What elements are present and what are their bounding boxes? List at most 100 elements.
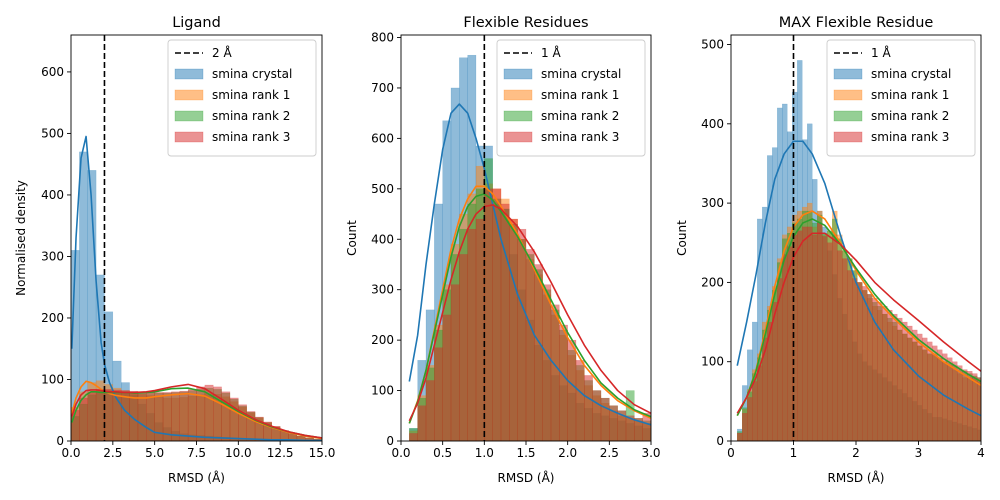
y-tick-label: 200	[41, 311, 64, 325]
legend-item: smina rank 2	[503, 109, 619, 123]
kde-line-3	[736, 218, 981, 416]
y-tick-label: 0	[56, 434, 64, 448]
x-axis-label: RMSD (Å)	[168, 470, 225, 485]
chart-title: Flexible Residues	[463, 15, 588, 31]
kde-line-2	[736, 210, 981, 416]
plot-area	[71, 135, 322, 441]
legend-item: smina rank 3	[174, 130, 290, 144]
legend-label: 2 Å	[212, 45, 232, 60]
histogram-bar	[887, 309, 893, 441]
histogram-bar	[747, 397, 753, 441]
legend-item: smina rank 2	[174, 109, 290, 123]
histogram-bar	[812, 234, 818, 441]
x-axis-label: RMSD (Å)	[498, 470, 555, 485]
histogram-bar	[752, 381, 758, 441]
y-tick-label: 200	[701, 275, 724, 289]
histogram-bar	[832, 234, 838, 441]
legend-box	[167, 39, 317, 157]
histogram-bar	[450, 284, 460, 441]
histogram-bar	[434, 203, 443, 441]
kde-line-1	[71, 135, 322, 441]
histogram-bar	[932, 345, 938, 441]
legend-label: smina rank 2	[871, 109, 949, 123]
histogram-bar	[171, 391, 180, 441]
histogram-bar	[492, 188, 502, 441]
histogram-bar	[847, 270, 853, 441]
legend-swatch	[503, 110, 533, 122]
kde-line-1	[736, 140, 981, 417]
histogram-bar	[425, 380, 435, 441]
histogram-bar	[912, 329, 918, 441]
histogram-bar	[442, 314, 452, 441]
legend-label: 1 Å	[871, 45, 891, 60]
legend-label: smina crystal	[212, 67, 292, 81]
legend-label: smina rank 3	[871, 130, 949, 144]
histogram-bar	[862, 286, 868, 441]
histogram-bar	[592, 390, 602, 441]
legend-item: 2 Å	[175, 45, 232, 60]
histogram-bar	[927, 341, 933, 441]
y-tick-label: 300	[371, 283, 394, 297]
x-tick-label: 2.5	[600, 446, 619, 460]
histogram-bar	[827, 242, 833, 441]
legend-item: smina rank 2	[833, 109, 949, 123]
legend-label: smina crystal	[871, 67, 951, 81]
y-tick-label: 800	[371, 31, 394, 45]
legend-item: smina crystal	[174, 67, 292, 81]
legend-item: smina crystal	[833, 67, 951, 81]
histogram-bar	[417, 405, 427, 441]
legend-box	[826, 39, 976, 157]
histogram-bar	[937, 349, 943, 441]
legend-item: smina rank 1	[833, 88, 949, 102]
y-tick-label: 100	[371, 384, 394, 398]
x-tick-label: 5.0	[145, 446, 164, 460]
histogram-bar	[787, 246, 793, 441]
legend: 1 Å smina crystal smina rank 1 smina rank 2…	[496, 39, 646, 157]
histogram-bar	[137, 391, 147, 441]
legend-swatch	[174, 68, 204, 80]
legend-swatch	[503, 89, 533, 101]
y-tick-label: 400	[701, 117, 724, 131]
legend-label: smina crystal	[541, 67, 621, 81]
legend-swatch	[174, 110, 204, 122]
y-tick-label: 700	[371, 81, 394, 95]
legend: 2 Å smina crystal smina rank 1 smina rank 2…	[167, 39, 317, 157]
histogram-bar	[757, 365, 763, 441]
histogram-bar	[897, 317, 903, 441]
plot-area	[736, 60, 981, 441]
histogram-bar	[179, 390, 189, 441]
histogram-bar	[742, 413, 748, 441]
legend-label: smina rank 1	[541, 88, 619, 102]
histogram-bar	[892, 313, 898, 441]
histogram-bar	[95, 389, 105, 441]
x-axis-label: RMSD (Å)	[828, 470, 885, 485]
histogram-bar	[807, 226, 813, 441]
histogram-bar	[600, 397, 610, 441]
histogram-bar	[882, 306, 888, 441]
histogram-bar	[79, 397, 88, 441]
y-tick-label: 300	[701, 196, 724, 210]
legend-label: smina rank 3	[541, 130, 619, 144]
x-tick-label: 0	[727, 446, 735, 460]
histogram-bar	[104, 389, 114, 441]
histogram-bar	[146, 391, 155, 441]
y-tick-label: 600	[371, 131, 394, 145]
histogram-bar	[967, 371, 973, 441]
y-tick-label: 500	[41, 126, 64, 140]
histogram-bar	[112, 389, 122, 441]
y-tick-label: 0	[716, 434, 724, 448]
histogram-bar	[87, 391, 97, 441]
histogram-bar	[475, 218, 485, 441]
histogram-bar	[500, 203, 510, 441]
legend-box	[496, 39, 646, 157]
kde-line-2	[71, 380, 322, 440]
legend-item: smina crystal	[503, 67, 621, 81]
chart-panel-1: 0.0 2.5 5.0 7.5 10.0 12.5 15.0 0 100 200 300 400 500…	[14, 15, 335, 485]
legend-swatch	[503, 68, 533, 80]
legend-item: smina rank 1	[174, 88, 290, 102]
x-tick-label: 0.0	[391, 446, 410, 460]
histogram-bar	[584, 375, 593, 441]
histogram-bar	[977, 377, 981, 441]
x-tick-label: 2.5	[103, 446, 122, 460]
